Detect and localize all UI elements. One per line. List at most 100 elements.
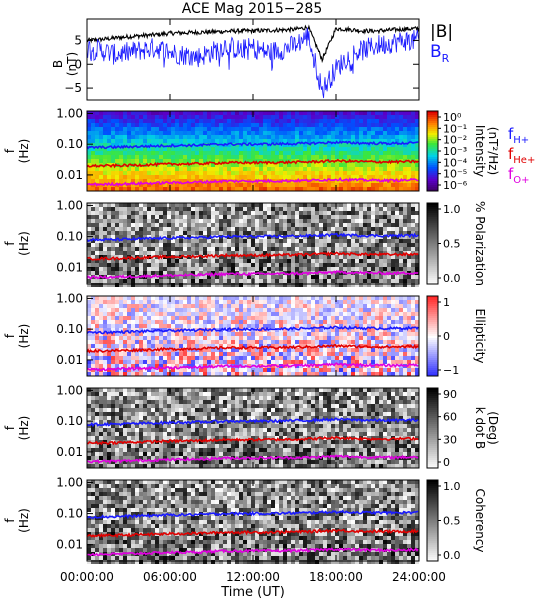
spectrogram-cell — [207, 279, 211, 283]
spectrogram-cell — [383, 147, 387, 151]
spectrogram-cell — [383, 316, 387, 320]
spectrogram-cell — [275, 360, 279, 364]
spectrogram-cell — [355, 203, 359, 207]
spectrogram-cell — [343, 167, 347, 171]
spectrogram-cell — [295, 135, 299, 139]
spectrogram-cell — [251, 243, 255, 247]
spectrogram-cell — [295, 207, 299, 211]
spectrogram-cell — [191, 163, 195, 167]
spectrogram-cell — [395, 344, 399, 348]
spectrogram-cell — [359, 300, 363, 304]
spectrogram-cell — [279, 139, 283, 143]
spectrogram-cell — [323, 279, 327, 283]
spectrogram-cell — [247, 239, 251, 243]
spectrogram-cell — [127, 279, 131, 283]
spectrogram-cell — [155, 231, 159, 235]
spectrogram-cell — [363, 219, 367, 223]
spectrogram-cell — [315, 259, 319, 263]
spectrogram-cell — [323, 227, 327, 231]
spectrogram-cell — [147, 300, 151, 304]
spectrogram-cell — [283, 203, 287, 207]
spectrogram-cell — [175, 219, 179, 223]
spectrogram-cell — [91, 279, 95, 283]
spectrogram-cell — [319, 139, 323, 143]
spectrogram-cell — [163, 203, 167, 207]
spectrogram-cell — [259, 131, 263, 135]
spectrogram-cell — [359, 167, 363, 171]
spectrogram-cell — [143, 219, 147, 223]
spectrogram-cell — [171, 340, 175, 344]
spectrogram-cell — [319, 127, 323, 131]
spectrogram-cell — [403, 235, 407, 239]
spectrogram-cell — [339, 219, 343, 223]
spectrogram-cell — [387, 187, 391, 191]
spectrogram-cell — [375, 211, 379, 215]
spectrogram-cell — [223, 131, 227, 135]
spectrogram-cell — [219, 320, 223, 324]
spectrogram-cell — [187, 340, 191, 344]
spectrogram-cell — [151, 316, 155, 320]
spectrogram-cell — [315, 203, 319, 207]
spectrogram-cell — [207, 320, 211, 324]
spectrogram-cell — [279, 227, 283, 231]
spectrogram-cell — [103, 131, 107, 135]
spectrogram-cell — [287, 111, 291, 115]
spectrogram-cell — [143, 183, 147, 187]
spectrogram-cell — [303, 336, 307, 340]
spectrogram-cell — [187, 300, 191, 304]
colorbar-segment — [427, 227, 438, 230]
spectrogram-cell — [215, 155, 219, 159]
spectrogram-cell — [215, 259, 219, 263]
spectrogram-cell — [135, 344, 139, 348]
spectrogram-cell — [223, 283, 227, 287]
spectrogram-cell — [271, 203, 275, 207]
spectrogram-cell — [175, 143, 179, 147]
spectrogram-cell — [347, 251, 351, 255]
spectrogram-cell — [87, 167, 91, 171]
spectrogram-cell — [191, 340, 195, 344]
spectrogram-cell — [239, 171, 243, 175]
spectrogram-cell — [219, 267, 223, 271]
spectrogram-cell — [299, 308, 303, 312]
spectrogram-cell — [343, 360, 347, 364]
spectrogram-cell — [347, 119, 351, 123]
spectrogram-cell — [123, 139, 127, 143]
spectrogram-cell — [307, 235, 311, 239]
spectrogram-cell — [175, 159, 179, 163]
spectrogram-cell — [383, 135, 387, 139]
colorbar-segment — [427, 155, 438, 158]
spectrogram-cell — [351, 336, 355, 340]
spectrogram-cell — [383, 271, 387, 275]
spectrogram-cell — [247, 267, 251, 271]
spectrogram-cell — [123, 183, 127, 187]
spectrogram-cell — [279, 328, 283, 332]
spectrogram-cell — [375, 356, 379, 360]
spectrogram-cell — [99, 223, 103, 227]
spectrogram-cell — [171, 304, 175, 308]
spectrogram-cell — [411, 127, 415, 131]
spectrogram-cell — [347, 316, 351, 320]
spectrogram-cell — [343, 171, 347, 175]
spectrogram-cell — [139, 271, 143, 275]
spectrogram-cell — [87, 187, 91, 191]
spectrogram-cell — [139, 247, 143, 251]
spectrogram-cell — [187, 123, 191, 127]
spectrogram-cell — [219, 324, 223, 328]
spectrogram-cell — [403, 131, 407, 135]
spectrogram-cell — [411, 247, 415, 251]
spectrogram-cell — [251, 159, 255, 163]
spectrogram-cell — [343, 131, 347, 135]
spectrogram-cell — [195, 207, 199, 211]
spectrogram-cell — [107, 187, 111, 191]
spectrogram-cell — [103, 340, 107, 344]
spectrogram-cell — [107, 147, 111, 151]
spectrogram-cell — [211, 336, 215, 340]
spectrogram-cell — [167, 207, 171, 211]
spectrogram-cell — [199, 360, 203, 364]
spectrogram-cell — [347, 348, 351, 352]
spectrogram-cell — [139, 243, 143, 247]
spectrogram-cell — [331, 255, 335, 259]
spectrogram-cell — [259, 275, 263, 279]
spectrogram-cell — [403, 215, 407, 219]
spectrogram-cell — [211, 171, 215, 175]
